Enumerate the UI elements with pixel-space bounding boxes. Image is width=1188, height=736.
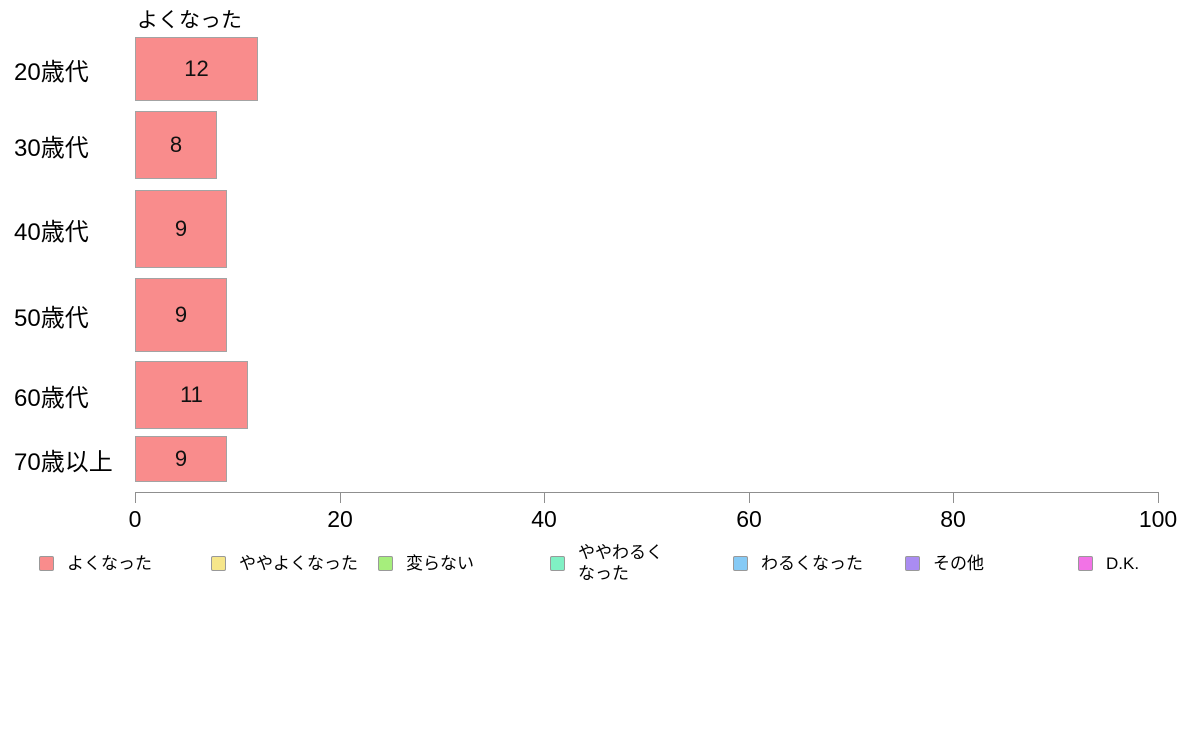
legend-item: ややわるくなった bbox=[550, 541, 666, 585]
bar: 9 bbox=[135, 436, 227, 482]
legend-item: D.K. bbox=[1078, 541, 1139, 585]
x-axis-tick bbox=[135, 492, 136, 503]
legend-label: よくなった bbox=[67, 553, 152, 573]
bar: 8 bbox=[135, 111, 217, 179]
legend-label: D.K. bbox=[1106, 553, 1140, 573]
x-axis-tick bbox=[953, 492, 954, 503]
legend-item: よくなった bbox=[39, 541, 152, 585]
category-label: 20歳代 bbox=[14, 58, 89, 86]
x-axis-tick-label: 100 bbox=[1138, 506, 1178, 532]
x-axis-tick bbox=[749, 492, 750, 503]
x-axis-tick-label: 80 bbox=[940, 506, 966, 532]
bar-value-label: 9 bbox=[174, 446, 188, 471]
bar-value-label: 12 bbox=[184, 56, 209, 81]
x-axis-tick bbox=[340, 492, 341, 503]
bar: 9 bbox=[135, 190, 227, 268]
x-axis-tick-label: 40 bbox=[531, 506, 557, 532]
legend-swatch bbox=[211, 555, 226, 571]
category-label: 30歳代 bbox=[14, 134, 89, 162]
legend-item: 変らない bbox=[378, 541, 474, 585]
legend-swatch bbox=[1078, 555, 1093, 571]
x-axis-tick-label: 20 bbox=[327, 506, 353, 532]
bar: 9 bbox=[135, 278, 227, 352]
bar-value-label: 11 bbox=[180, 382, 203, 407]
category-label: 70歳以上 bbox=[14, 448, 113, 476]
legend-label: その他 bbox=[933, 553, 984, 573]
bar-value-label: 9 bbox=[174, 302, 188, 327]
x-axis-tick bbox=[1158, 492, 1159, 503]
legend-item: ややよくなった bbox=[211, 541, 358, 585]
legend-label: ややわるくなった bbox=[578, 543, 663, 583]
bar: 12 bbox=[135, 37, 258, 101]
legend-item: その他 bbox=[905, 541, 984, 585]
category-label: 50歳代 bbox=[14, 304, 89, 332]
legend-label: 変らない bbox=[406, 553, 474, 573]
x-axis-line bbox=[135, 492, 1158, 493]
x-axis-tick-label: 60 bbox=[736, 506, 762, 532]
x-axis-tick-label: 0 bbox=[128, 506, 142, 532]
legend-label: ややよくなった bbox=[239, 553, 358, 573]
legend-swatch bbox=[378, 555, 393, 571]
category-label: 40歳代 bbox=[14, 218, 89, 246]
legend-swatch bbox=[550, 555, 565, 571]
chart-title: よくなった bbox=[137, 9, 242, 32]
x-axis-tick bbox=[544, 492, 545, 503]
bar-value-label: 8 bbox=[169, 132, 183, 157]
legend-swatch bbox=[39, 555, 54, 571]
legend-swatch bbox=[905, 555, 920, 571]
bar: 11 bbox=[135, 361, 248, 429]
legend-swatch bbox=[733, 555, 748, 571]
bar-value-label: 9 bbox=[174, 216, 188, 241]
legend-label: わるくなった bbox=[761, 553, 863, 573]
legend-item: わるくなった bbox=[733, 541, 863, 585]
category-label: 60歳代 bbox=[14, 384, 89, 412]
